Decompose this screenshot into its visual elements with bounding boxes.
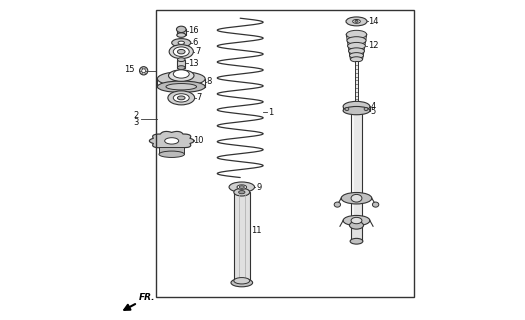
Ellipse shape: [348, 43, 365, 50]
Text: 12: 12: [368, 41, 378, 51]
Bar: [156, 10, 414, 297]
Bar: [177, 29, 186, 35]
Ellipse shape: [351, 108, 362, 115]
Text: FR.: FR.: [139, 293, 156, 302]
Ellipse shape: [229, 182, 255, 192]
Ellipse shape: [177, 66, 185, 69]
Text: 6: 6: [192, 38, 198, 47]
Bar: [177, 60, 185, 68]
Bar: [355, 61, 358, 106]
Ellipse shape: [237, 185, 247, 189]
Ellipse shape: [158, 81, 205, 92]
Text: 15: 15: [124, 65, 135, 74]
Text: 8: 8: [207, 77, 212, 86]
Text: 4: 4: [371, 102, 376, 111]
Ellipse shape: [343, 107, 370, 115]
Ellipse shape: [165, 138, 178, 144]
Ellipse shape: [343, 215, 370, 226]
Ellipse shape: [350, 52, 363, 58]
Text: 13: 13: [188, 59, 199, 68]
Ellipse shape: [169, 45, 193, 59]
Text: 7: 7: [196, 93, 202, 102]
Ellipse shape: [177, 58, 185, 61]
Text: 14: 14: [368, 17, 379, 26]
Bar: [343, 106, 370, 111]
Ellipse shape: [158, 72, 205, 86]
Ellipse shape: [234, 277, 250, 284]
Text: 11: 11: [251, 226, 261, 235]
Ellipse shape: [173, 70, 189, 78]
Ellipse shape: [231, 278, 253, 287]
Text: 5: 5: [371, 107, 376, 116]
Ellipse shape: [343, 101, 370, 112]
Ellipse shape: [173, 47, 189, 56]
Ellipse shape: [142, 69, 145, 73]
Bar: [159, 147, 184, 154]
Ellipse shape: [346, 30, 366, 39]
Ellipse shape: [349, 48, 364, 54]
Ellipse shape: [178, 41, 184, 44]
Ellipse shape: [350, 238, 363, 244]
Ellipse shape: [350, 221, 363, 229]
Ellipse shape: [234, 188, 250, 196]
Polygon shape: [150, 132, 194, 150]
Ellipse shape: [238, 191, 245, 194]
Ellipse shape: [176, 26, 186, 33]
Ellipse shape: [350, 57, 363, 62]
Ellipse shape: [169, 70, 194, 81]
Ellipse shape: [166, 84, 196, 90]
Text: 2: 2: [133, 111, 139, 120]
Ellipse shape: [351, 217, 362, 224]
Ellipse shape: [347, 37, 366, 44]
Ellipse shape: [353, 20, 360, 23]
Ellipse shape: [372, 202, 379, 207]
Ellipse shape: [168, 91, 195, 105]
Ellipse shape: [355, 20, 358, 22]
Text: 7: 7: [195, 47, 201, 56]
Ellipse shape: [159, 151, 184, 157]
Text: 16: 16: [188, 27, 199, 36]
Text: 10: 10: [193, 136, 204, 145]
Ellipse shape: [172, 39, 191, 47]
Ellipse shape: [173, 94, 189, 102]
Ellipse shape: [239, 186, 244, 188]
Ellipse shape: [177, 96, 185, 100]
Text: 1: 1: [268, 108, 274, 117]
Ellipse shape: [140, 67, 148, 75]
Ellipse shape: [351, 220, 362, 226]
Text: 9: 9: [256, 183, 261, 192]
Ellipse shape: [364, 108, 368, 111]
Ellipse shape: [346, 17, 367, 26]
Text: 3: 3: [133, 118, 139, 127]
Bar: [351, 111, 362, 225]
Ellipse shape: [341, 193, 372, 204]
Ellipse shape: [177, 33, 186, 37]
Ellipse shape: [351, 195, 362, 202]
Ellipse shape: [345, 108, 349, 111]
Bar: [351, 225, 362, 241]
Ellipse shape: [177, 50, 185, 54]
Ellipse shape: [334, 202, 341, 207]
Bar: [234, 192, 250, 283]
Ellipse shape: [351, 222, 362, 227]
